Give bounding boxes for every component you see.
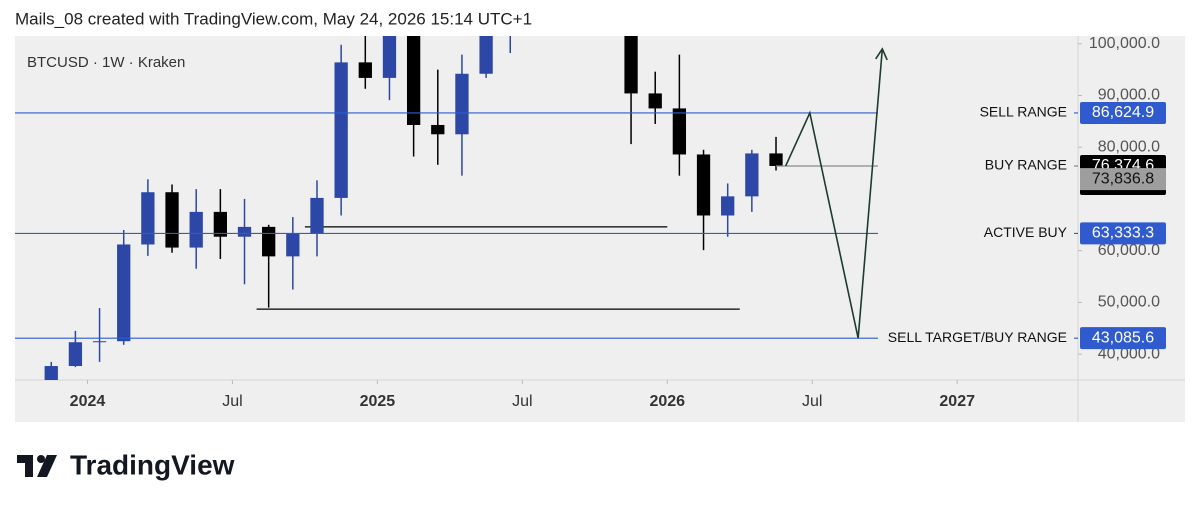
y-tick-label: 100,000.0 <box>1089 35 1160 52</box>
candle-body <box>721 196 735 216</box>
logo: TradingView <box>17 449 235 480</box>
candle-body <box>769 153 783 166</box>
x-tick-label: Jul <box>512 393 532 410</box>
candle-body <box>696 154 711 216</box>
candle-body <box>552 0 565 1</box>
candle-body <box>92 341 107 343</box>
x-tick-label: 2024 <box>70 393 106 410</box>
candle-body <box>165 192 179 248</box>
candle-body <box>745 153 759 197</box>
logo-icon <box>17 455 33 477</box>
level-label: BUY RANGE <box>985 157 1067 173</box>
y-tick-label: 90,000.0 <box>1098 87 1160 104</box>
level-label: ACTIVE BUY <box>984 224 1068 240</box>
candle-body <box>262 226 276 257</box>
logo-icon <box>37 455 45 463</box>
candle-body <box>672 108 687 155</box>
candle-body <box>310 197 324 234</box>
candle-body <box>528 0 541 7</box>
x-tick-label: 2025 <box>360 393 396 410</box>
candle-body <box>382 36 397 78</box>
candle-body <box>406 36 421 125</box>
price-box <box>1080 327 1166 350</box>
plot <box>44 0 783 380</box>
candle-body <box>286 233 300 257</box>
candle-body <box>68 342 83 367</box>
level-label: SELL TARGET/BUY RANGE <box>888 329 1067 345</box>
y-tick-label: 50,000.0 <box>1098 294 1160 311</box>
price-box-label: 63,333.3 <box>1092 225 1154 242</box>
arrow-head <box>875 47 888 61</box>
y-tick-label: 40,000.0 <box>1098 345 1160 362</box>
candle-body <box>334 62 348 198</box>
x-tick-label: Jul <box>222 393 242 410</box>
x-tick-label: 2027 <box>939 393 975 410</box>
y-tick-label: 60,000.0 <box>1098 242 1160 259</box>
level-label-bg <box>878 328 1074 349</box>
candle-body <box>44 366 58 380</box>
candle-body <box>431 124 445 135</box>
x-tick-label: 2026 <box>649 393 685 410</box>
price-box <box>1080 222 1166 245</box>
header: Mails_08 created with TradingView.com, M… <box>15 9 532 28</box>
projection-path <box>784 48 884 339</box>
price-box-label: 86,624.9 <box>1092 104 1154 121</box>
price-box-label: 43,085.6 <box>1092 329 1154 346</box>
level-label-bg <box>878 155 1074 176</box>
level-label-bg <box>878 102 1074 123</box>
candle-body <box>189 211 203 248</box>
x-tick-label: Jul <box>802 393 822 410</box>
candle-body <box>624 36 638 94</box>
price-tag-label: 73,836.8 <box>1092 170 1154 187</box>
y-tick-label: 80,000.0 <box>1098 138 1160 155</box>
candle-body <box>141 192 155 245</box>
level-label-bg <box>878 223 1074 244</box>
candle-body <box>576 0 589 1</box>
symbol: BTCUSD · 1W · Kraken <box>27 54 185 71</box>
logo-icon <box>37 455 57 477</box>
candle-body <box>455 73 469 135</box>
candle-body <box>237 226 252 237</box>
price-tag <box>1080 168 1166 191</box>
candle-body <box>479 36 493 74</box>
candle-body <box>648 93 662 109</box>
brand: TradingView <box>70 449 235 480</box>
candle-body <box>358 62 372 78</box>
candle-body <box>213 211 227 237</box>
price-box <box>1080 101 1166 124</box>
level-label: SELL RANGE <box>980 104 1067 120</box>
candle-body <box>117 244 131 342</box>
